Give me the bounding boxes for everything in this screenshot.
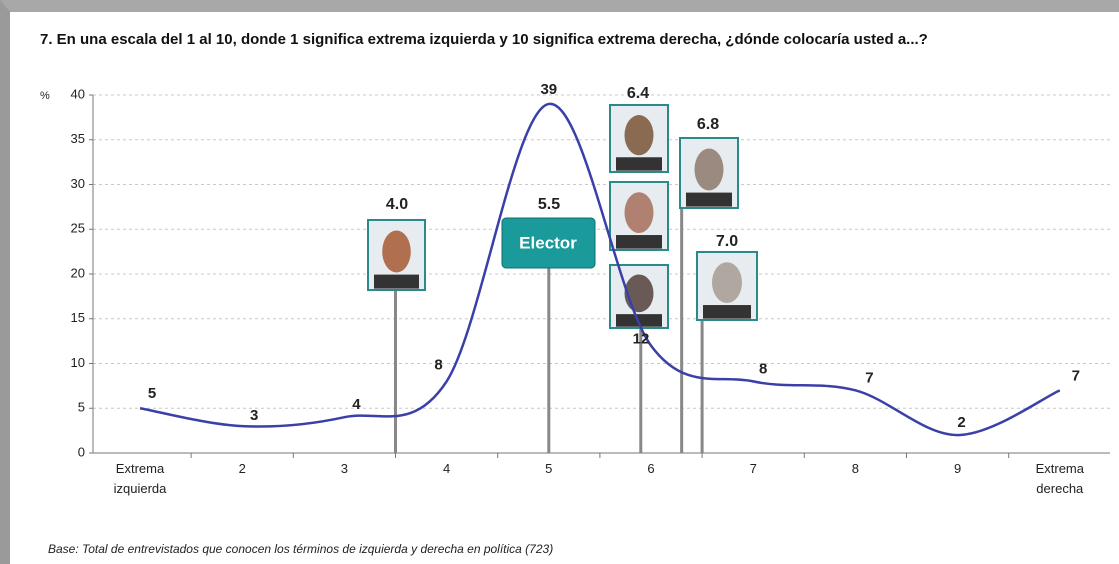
x-tick-label: 7 <box>749 461 757 476</box>
photo-body <box>616 157 662 171</box>
photo-face <box>712 262 742 303</box>
photo-face <box>624 274 654 313</box>
elector-label: Elector <box>519 233 577 252</box>
data-label: 3 <box>250 407 258 424</box>
data-label: 5 <box>148 385 156 402</box>
photo-face <box>624 115 654 156</box>
line <box>139 102 1061 437</box>
marker-label: 7.0 <box>716 233 738 250</box>
x-tick-label: 9 <box>953 461 962 476</box>
x-tick-label: 3 <box>340 461 348 476</box>
y-tick-label: 20 <box>71 265 85 280</box>
data-label: 2 <box>957 414 965 431</box>
x-tick-label: Extrema izquierda <box>113 461 167 496</box>
y-tick-label: 25 <box>71 221 85 236</box>
y-tick-label: 30 <box>71 176 85 191</box>
y-tick-label: 15 <box>71 310 85 325</box>
x-tick-label: 2 <box>238 461 246 476</box>
y-tick-label: 10 <box>71 355 85 370</box>
photo-face <box>624 192 654 234</box>
y-tick-label: 35 <box>71 131 85 146</box>
data-label: 8 <box>434 356 442 373</box>
footnote: Base: Total de entrevistados que conocen… <box>48 542 554 556</box>
marker-label: 4.0 <box>386 196 408 213</box>
x-tick-label: 4 <box>442 461 451 476</box>
marker-label: 5.5 <box>538 196 560 213</box>
data-label: 12 <box>633 331 650 348</box>
x-tick-label: Extrema derecha <box>1035 461 1084 496</box>
x-tick-label: 5 <box>545 461 553 476</box>
photo-body <box>686 192 732 207</box>
chart-title: 7. En una escala del 1 al 10, donde 1 si… <box>40 31 928 48</box>
photo-body <box>374 274 419 289</box>
data-label: 4 <box>352 396 361 413</box>
y-tick-label: 5 <box>78 400 85 415</box>
y-axis-label: % <box>40 90 50 102</box>
y-tick-label: 0 <box>78 444 85 459</box>
marker-label: 6.8 <box>697 116 719 133</box>
data-label: 7 <box>1072 367 1080 384</box>
x-tick-label: 6 <box>647 461 655 476</box>
photo-face <box>694 148 724 191</box>
data-label: 8 <box>759 360 767 377</box>
y-tick-label: 40 <box>71 86 85 101</box>
photo-body <box>616 235 662 249</box>
data-label: 7 <box>865 369 873 386</box>
photo-body <box>703 305 751 319</box>
x-tick-label: 8 <box>851 461 859 476</box>
data-label: 39 <box>540 81 557 98</box>
marker-label: 6.4 <box>627 85 649 102</box>
elector-box <box>501 217 596 269</box>
photo-face <box>382 230 411 273</box>
